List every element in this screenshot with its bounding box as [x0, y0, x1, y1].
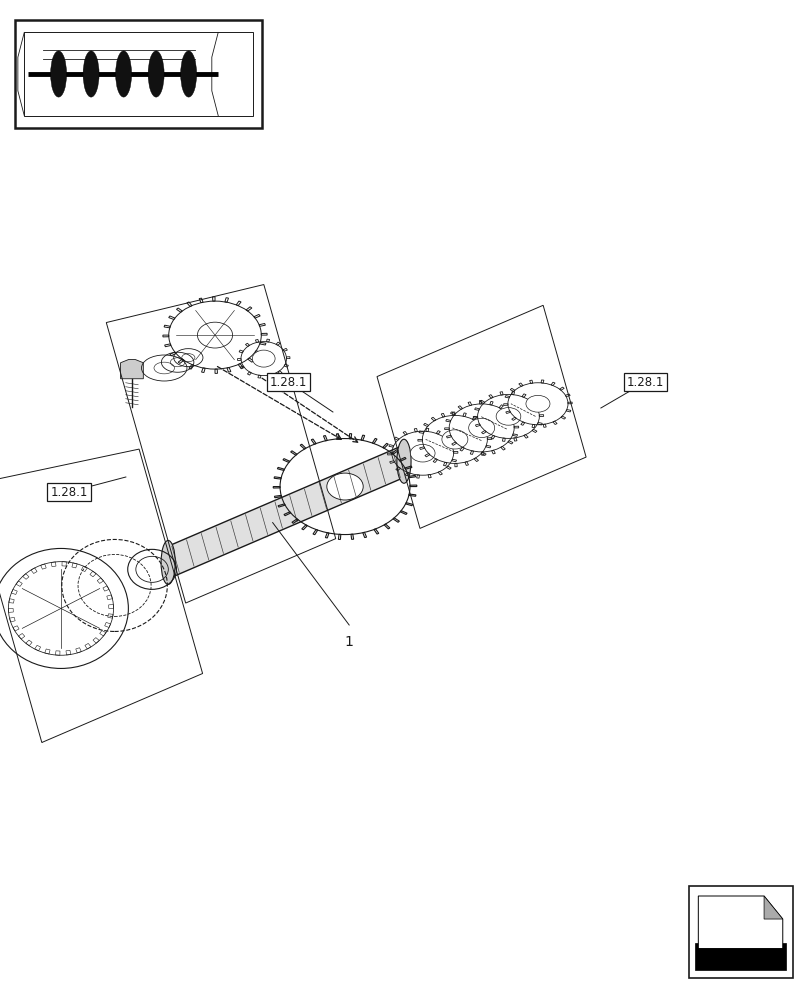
Ellipse shape	[252, 350, 275, 367]
Text: 1: 1	[345, 635, 353, 649]
Ellipse shape	[397, 439, 410, 483]
Ellipse shape	[526, 395, 549, 412]
Ellipse shape	[115, 51, 131, 97]
Ellipse shape	[148, 51, 164, 97]
Ellipse shape	[197, 322, 232, 348]
Text: 1.28.1: 1.28.1	[269, 375, 307, 388]
Ellipse shape	[496, 408, 520, 425]
Ellipse shape	[50, 51, 67, 97]
Polygon shape	[164, 447, 408, 577]
Polygon shape	[120, 360, 144, 379]
Ellipse shape	[410, 444, 435, 462]
Polygon shape	[697, 896, 782, 949]
Ellipse shape	[326, 473, 363, 500]
Ellipse shape	[441, 430, 467, 449]
Ellipse shape	[468, 418, 494, 438]
Polygon shape	[694, 943, 785, 970]
Ellipse shape	[180, 51, 196, 97]
Text: 1.28.1: 1.28.1	[626, 375, 663, 388]
Ellipse shape	[83, 51, 99, 97]
Polygon shape	[763, 896, 782, 919]
FancyBboxPatch shape	[688, 886, 792, 978]
FancyBboxPatch shape	[15, 20, 262, 128]
Ellipse shape	[161, 540, 175, 584]
Text: 1.28.1: 1.28.1	[50, 486, 88, 498]
